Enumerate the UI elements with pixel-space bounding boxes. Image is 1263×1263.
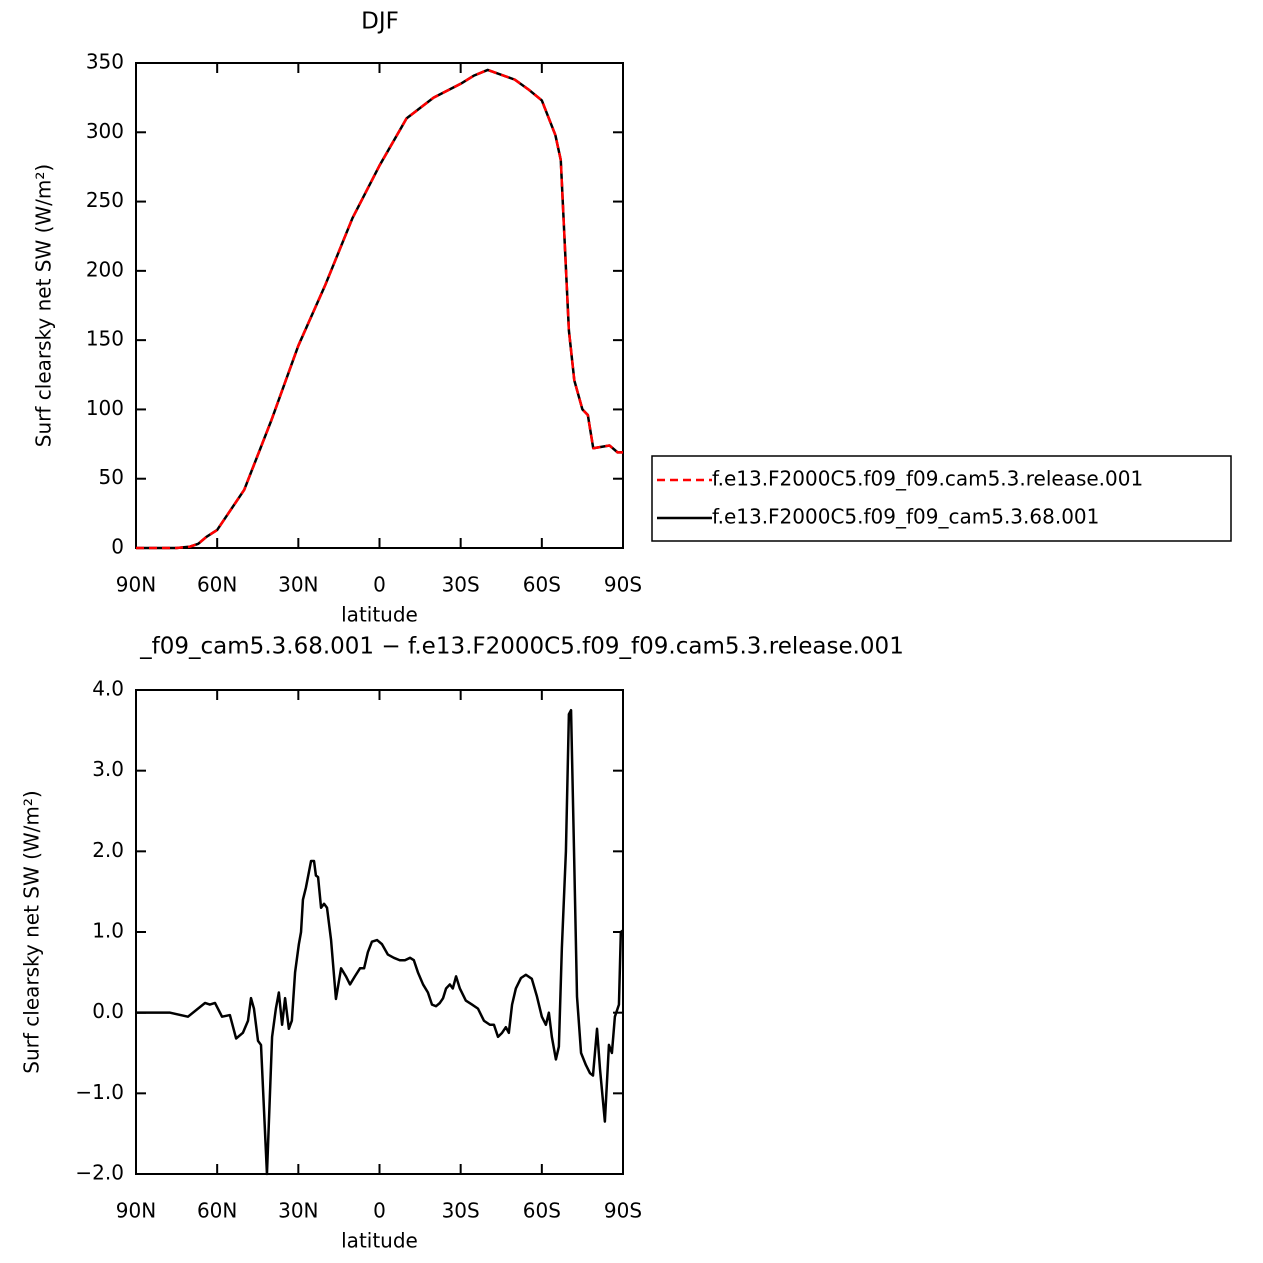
y-tick-label: 1.0	[92, 919, 124, 943]
x-axis-label: latitude	[341, 603, 418, 627]
data-line	[136, 708, 624, 1176]
data-line	[136, 68, 623, 550]
y-tick-label: 200	[86, 257, 124, 281]
x-tick-label: 90S	[604, 1199, 642, 1223]
x-tick-label: 90S	[604, 573, 642, 597]
y-axis-label: Surf clearsky net SW (W/m²)	[32, 164, 56, 447]
x-tick-label: 60N	[197, 1199, 237, 1223]
plot-frame	[135, 689, 624, 1175]
y-tick-label: 300	[86, 119, 124, 143]
chart-title: DJF	[361, 9, 399, 35]
y-tick-label: 50	[99, 465, 124, 489]
x-tick-label: 90N	[116, 573, 156, 597]
y-tick-label: 350	[86, 50, 124, 74]
legend-label: f.e13.F2000C5.f09_f09.cam5.3.release.001	[712, 467, 1143, 491]
x-tick-label: 30N	[278, 573, 318, 597]
plot-frame	[135, 62, 624, 549]
y-tick-label: −2.0	[75, 1161, 124, 1185]
x-tick-label: 0	[373, 573, 386, 597]
data-line	[136, 68, 623, 550]
y-tick-label: 4.0	[92, 677, 124, 701]
x-tick-label: 30S	[442, 573, 480, 597]
x-tick-label: 60S	[523, 1199, 561, 1223]
y-tick-label: 0	[111, 535, 124, 559]
x-tick-label: 0	[373, 1199, 386, 1223]
x-tick-label: 30N	[278, 1199, 318, 1223]
x-tick-label: 60S	[523, 573, 561, 597]
chart-title: _f09_cam5.3.68.001 − f.e13.F2000C5.f09_f…	[139, 634, 904, 660]
x-tick-label: 30S	[442, 1199, 480, 1223]
y-tick-label: 150	[86, 327, 124, 351]
legend-label: f.e13.F2000C5.f09_f09_cam5.3.68.001	[712, 505, 1099, 529]
x-axis-label: latitude	[341, 1229, 418, 1253]
y-tick-label: 250	[86, 188, 124, 212]
y-tick-label: 3.0	[92, 757, 124, 781]
y-tick-label: 2.0	[92, 838, 124, 862]
y-tick-label: 0.0	[92, 999, 124, 1023]
y-axis-label: Surf clearsky net SW (W/m²)	[20, 790, 44, 1073]
x-tick-label: 90N	[116, 1199, 156, 1223]
x-tick-label: 60N	[197, 573, 237, 597]
y-tick-label: −1.0	[75, 1080, 124, 1104]
y-tick-label: 100	[86, 396, 124, 420]
legend-box	[651, 455, 1232, 542]
